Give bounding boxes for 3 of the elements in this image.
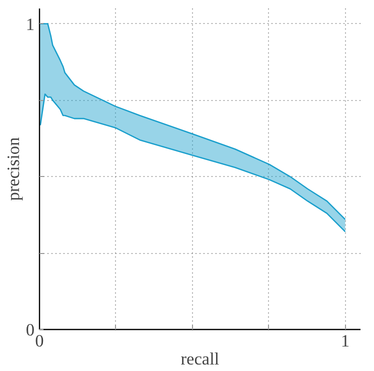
line-series — [40, 93, 346, 232]
x-axis-title: recall — [180, 350, 220, 368]
y-axis-title: precision — [4, 136, 23, 201]
